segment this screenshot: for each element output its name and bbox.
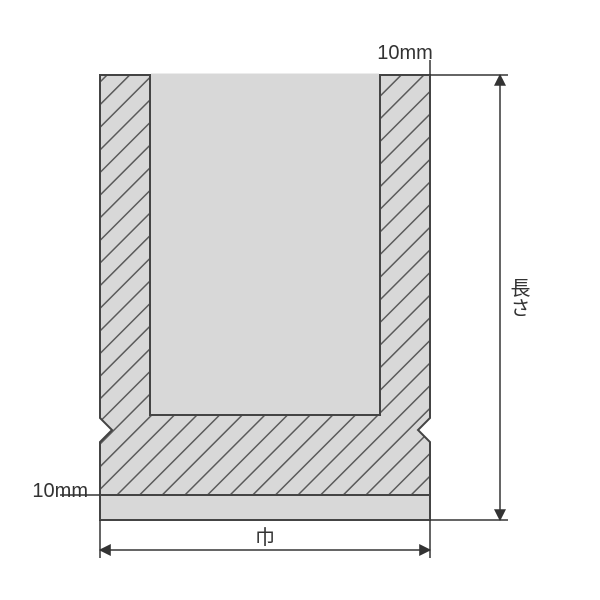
width-label: 巾 xyxy=(255,526,275,549)
top-seal-label: 10mm xyxy=(377,42,433,64)
inner-window xyxy=(150,75,380,415)
bottom-seal-label: 10mm xyxy=(32,480,88,502)
bottom-strip xyxy=(100,495,430,520)
length-label: 長さ xyxy=(507,278,529,318)
